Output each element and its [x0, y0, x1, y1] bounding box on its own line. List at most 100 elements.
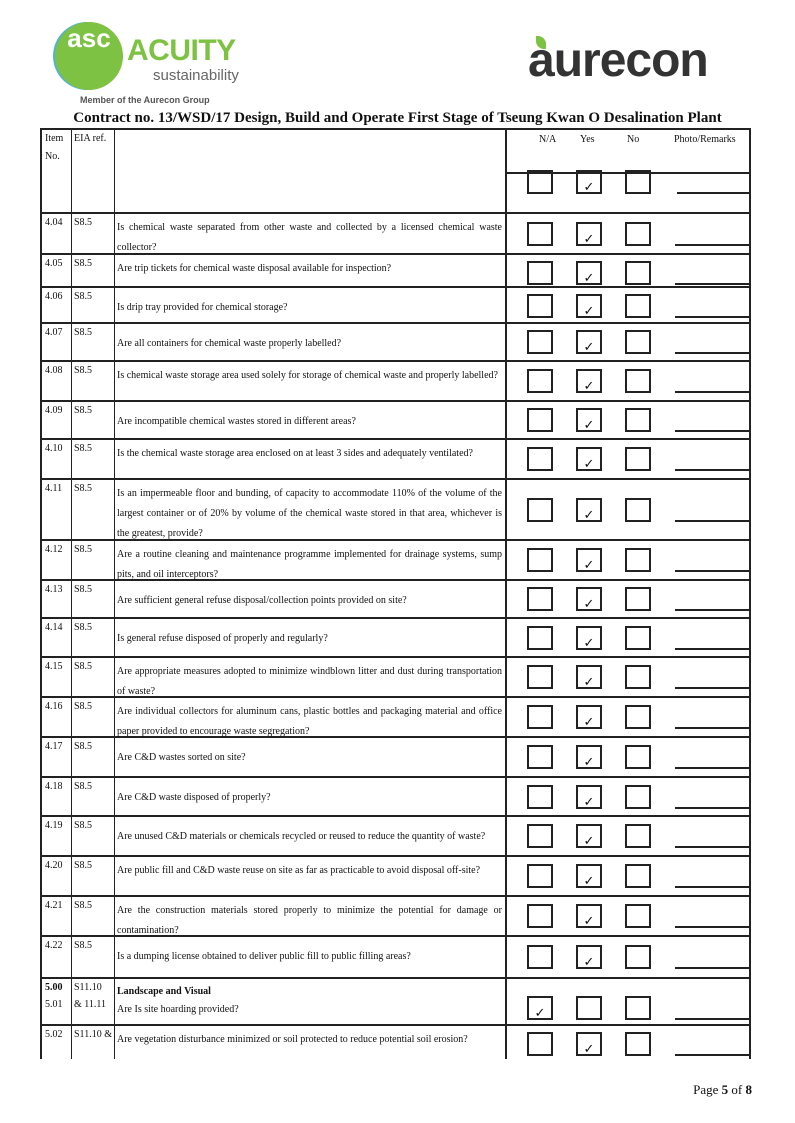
question-text: Are the construction materials stored pr…	[115, 897, 507, 936]
yes-checkbox[interactable]: ✓	[576, 945, 602, 969]
remarks-line[interactable]	[675, 570, 749, 572]
table-row: 4.14 S8.5 Is general refuse disposed of pr…	[42, 619, 749, 658]
na-checkbox[interactable]	[527, 864, 553, 888]
na-checkbox[interactable]	[527, 498, 553, 522]
yes-checkbox[interactable]: ✓	[576, 498, 602, 522]
item-number: 4.22	[42, 937, 72, 977]
remarks-line[interactable]	[675, 967, 749, 969]
na-checkbox[interactable]	[527, 587, 553, 611]
no-checkbox[interactable]	[625, 261, 651, 285]
remarks-line[interactable]	[675, 352, 749, 354]
yes-checkbox[interactable]: ✓	[576, 447, 602, 471]
na-checkbox[interactable]	[527, 369, 553, 393]
remarks-line[interactable]	[675, 316, 749, 318]
no-checkbox[interactable]	[625, 447, 651, 471]
na-checkbox[interactable]	[527, 665, 553, 689]
table-row: 4.12 S8.5 Are a routine cleaning and maint…	[42, 541, 749, 581]
na-checkbox[interactable]	[527, 1032, 553, 1056]
yes-checkbox[interactable]: ✓	[576, 904, 602, 928]
na-checkbox[interactable]	[527, 548, 553, 572]
yes-checkbox[interactable]: ✓	[576, 408, 602, 432]
na-checkbox[interactable]	[527, 945, 553, 969]
na-checkbox[interactable]	[527, 170, 553, 194]
remarks-line[interactable]	[675, 846, 749, 848]
yes-checkbox[interactable]: ✓	[576, 665, 602, 689]
yes-checkbox[interactable]: ✓	[576, 294, 602, 318]
item-number: 4.19	[42, 817, 72, 855]
yes-checkbox[interactable]	[576, 996, 602, 1020]
yes-checkbox[interactable]: ✓	[576, 785, 602, 809]
na-checkbox[interactable]	[527, 330, 553, 354]
no-checkbox[interactable]	[625, 170, 651, 194]
yes-checkbox[interactable]: ✓	[576, 705, 602, 729]
no-checkbox[interactable]	[625, 996, 651, 1020]
no-checkbox[interactable]	[625, 330, 651, 354]
remarks-line[interactable]	[675, 767, 749, 769]
no-checkbox[interactable]	[625, 498, 651, 522]
na-checkbox[interactable]	[527, 626, 553, 650]
remarks-line[interactable]	[675, 926, 749, 928]
yes-checkbox[interactable]: ✓	[576, 369, 602, 393]
remarks-line[interactable]	[675, 687, 749, 689]
remarks-line[interactable]	[675, 1054, 749, 1056]
na-checkbox[interactable]	[527, 824, 553, 848]
no-checkbox[interactable]	[625, 222, 651, 246]
remarks-line[interactable]	[675, 469, 749, 471]
yes-checkbox[interactable]: ✓	[576, 261, 602, 285]
na-checkbox[interactable]	[527, 408, 553, 432]
na-checkbox[interactable]	[527, 904, 553, 928]
yes-checkbox[interactable]: ✓	[576, 824, 602, 848]
no-checkbox[interactable]	[625, 408, 651, 432]
remarks-line[interactable]	[675, 648, 749, 650]
no-checkbox[interactable]	[625, 665, 651, 689]
no-checkbox[interactable]	[625, 626, 651, 650]
no-checkbox[interactable]	[625, 785, 651, 809]
remarks-line[interactable]	[677, 192, 749, 194]
no-checkbox[interactable]	[625, 945, 651, 969]
remarks-line[interactable]	[675, 391, 749, 393]
item-number: 4.14	[42, 619, 72, 656]
no-checkbox[interactable]	[625, 369, 651, 393]
no-checkbox[interactable]	[625, 864, 651, 888]
remarks-line[interactable]	[675, 1018, 749, 1020]
na-checkbox[interactable]	[527, 705, 553, 729]
yes-checkbox[interactable]: ✓	[576, 170, 602, 194]
na-checkbox[interactable]	[527, 222, 553, 246]
na-checkbox[interactable]	[527, 261, 553, 285]
remarks-line[interactable]	[675, 807, 749, 809]
remarks-line[interactable]	[675, 727, 749, 729]
no-checkbox[interactable]	[625, 587, 651, 611]
remarks-line[interactable]	[675, 886, 749, 888]
remarks-line[interactable]	[675, 283, 749, 285]
remarks-line[interactable]	[675, 609, 749, 611]
item-number: 4.21	[42, 897, 72, 935]
yes-checkbox[interactable]: ✓	[576, 1032, 602, 1056]
no-checkbox[interactable]	[625, 1032, 651, 1056]
yes-checkbox[interactable]: ✓	[576, 587, 602, 611]
item-number: 4.11	[42, 480, 72, 539]
yes-checkbox[interactable]: ✓	[576, 548, 602, 572]
no-checkbox[interactable]	[625, 548, 651, 572]
yes-checkbox[interactable]: ✓	[576, 222, 602, 246]
table-row: 5.00 5.01 S11.10 & 11.11 Landscape and Visua…	[42, 979, 749, 1026]
na-checkbox[interactable]: ✓	[527, 996, 553, 1020]
na-checkbox[interactable]	[527, 447, 553, 471]
yes-checkbox[interactable]: ✓	[576, 745, 602, 769]
remarks-line[interactable]	[675, 244, 749, 246]
remarks-line[interactable]	[675, 520, 749, 522]
no-checkbox[interactable]	[625, 824, 651, 848]
no-checkbox[interactable]	[625, 705, 651, 729]
yes-checkbox[interactable]: ✓	[576, 864, 602, 888]
na-checkbox[interactable]	[527, 294, 553, 318]
question-text: Is drip tray provided for chemical stora…	[115, 288, 507, 322]
na-checkbox[interactable]	[527, 785, 553, 809]
remarks-line[interactable]	[675, 430, 749, 432]
yes-checkbox[interactable]: ✓	[576, 330, 602, 354]
no-checkbox[interactable]	[625, 745, 651, 769]
na-checkbox[interactable]	[527, 745, 553, 769]
eia-ref: S8.5	[72, 698, 115, 736]
no-checkbox[interactable]	[625, 294, 651, 318]
yes-checkbox[interactable]: ✓	[576, 626, 602, 650]
table-row: 4.11 S8.5 Is an impermeable floor and bund…	[42, 480, 749, 541]
no-checkbox[interactable]	[625, 904, 651, 928]
